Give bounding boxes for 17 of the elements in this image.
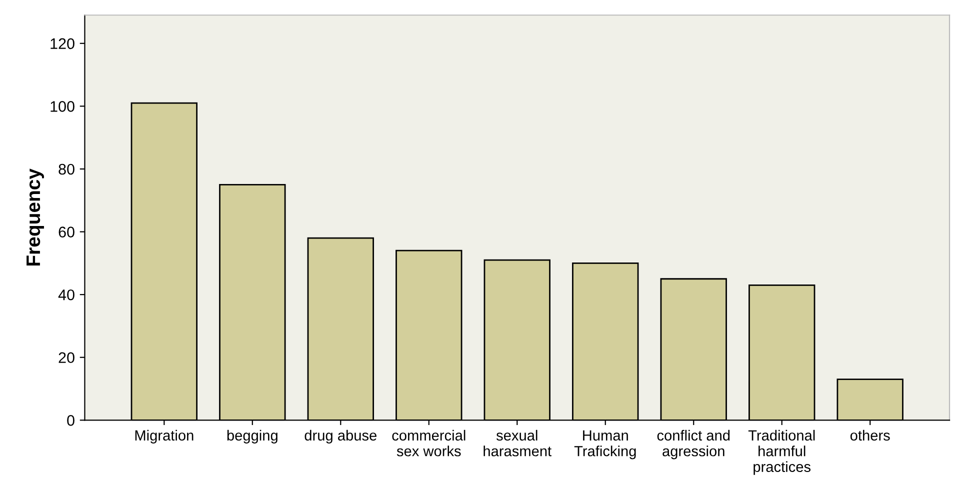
- y-tick-label: 40: [58, 289, 74, 300]
- x-tick-label: conflict and agression: [657, 430, 730, 460]
- x-tick-label: Traditional harmful practices: [748, 430, 815, 475]
- x-tick-label: begging: [227, 430, 278, 444]
- y-tick-label: 80: [58, 164, 74, 175]
- x-tick-label: drug abuse: [304, 430, 376, 444]
- x-tick-label: Migration: [135, 430, 194, 444]
- y-axis-title: Frequency: [26, 168, 44, 266]
- x-tick-label: commercial sex works: [392, 430, 466, 456]
- y-tick-label: 20: [58, 352, 74, 364]
- x-tick-label: sexual harasment: [484, 430, 552, 456]
- x-tick-label: others: [850, 430, 890, 441]
- y-tick-label: 0: [67, 415, 74, 426]
- y-tick-label: 60: [58, 226, 74, 238]
- y-tick-label: 120: [50, 38, 74, 50]
- x-tick-label: Human Traficking: [574, 430, 636, 460]
- y-tick-label: 100: [50, 101, 74, 112]
